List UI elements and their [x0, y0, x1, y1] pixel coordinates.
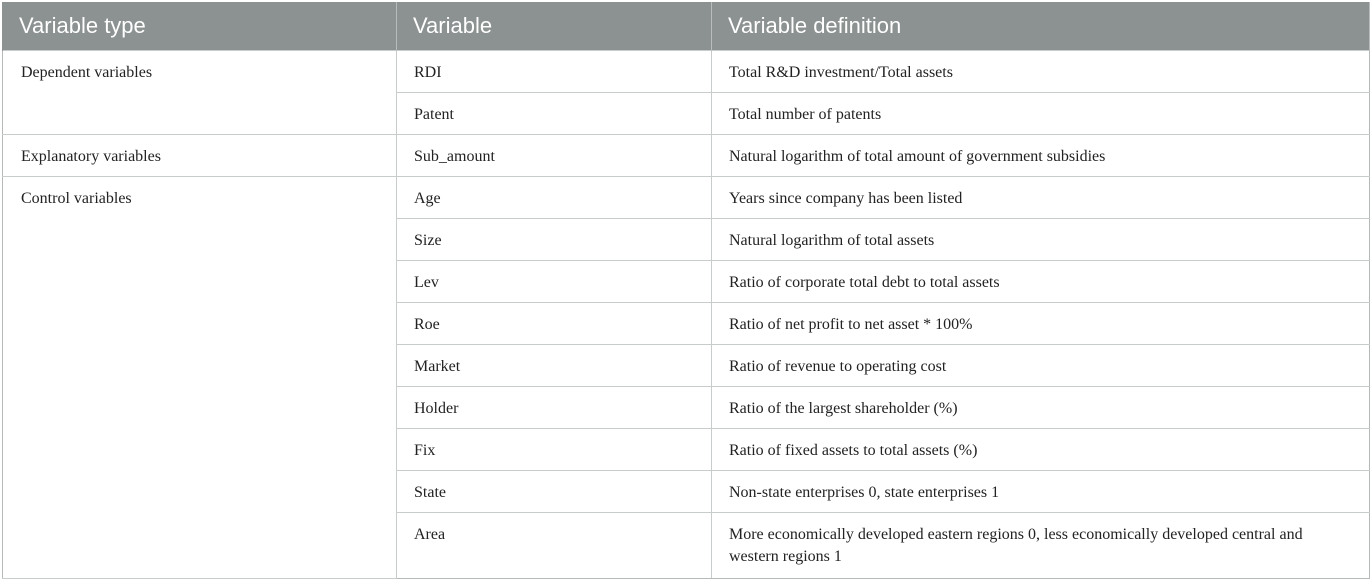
definition-cell: Total R&D investment/Total assets	[711, 49, 1370, 93]
table-row: Market Ratio of revenue to operating cos…	[3, 343, 1370, 387]
definition-cell: Natural logarithm of total assets	[711, 217, 1370, 261]
variable-cell: Fix	[396, 427, 712, 471]
table-row: Fix Ratio of fixed assets to total asset…	[3, 427, 1370, 471]
variable-cell: Patent	[396, 91, 712, 135]
table-row: Area More economically developed eastern…	[3, 511, 1370, 579]
variable-cell: Market	[396, 343, 712, 387]
variable-cell: Area	[396, 511, 712, 579]
table-header: Variable type Variable Variable definiti…	[2, 2, 1370, 50]
header-row: Variable type Variable Variable definiti…	[2, 2, 1370, 50]
table-row: Size Natural logarithm of total assets	[3, 217, 1370, 261]
variable-cell: Lev	[396, 259, 712, 303]
definition-cell: More economically developed eastern regi…	[711, 511, 1370, 579]
definition-cell: Natural logarithm of total amount of gov…	[711, 133, 1370, 177]
variable-type-cell: Explanatory variables	[2, 133, 397, 177]
table-row: Control variables Age Years since compan…	[2, 175, 1370, 579]
definition-cell: Ratio of the largest shareholder (%)	[711, 385, 1370, 429]
table-row: Lev Ratio of corporate total debt to tot…	[3, 259, 1370, 303]
variable-cell: Age	[396, 175, 712, 219]
definition-cell: Total number of patents	[711, 91, 1370, 135]
definition-cell: Years since company has been listed	[711, 175, 1370, 219]
variable-cell: Holder	[396, 385, 712, 429]
definition-cell: Ratio of net profit to net asset * 100%	[711, 301, 1370, 345]
header-variable-type: Variable type	[2, 2, 397, 50]
table-row: Holder Ratio of the largest shareholder …	[3, 385, 1370, 429]
table-row: State Non-state enterprises 0, state ent…	[3, 469, 1370, 513]
table-row: Dependent variables RDI Total R&D invest…	[2, 49, 1370, 135]
header-variable: Variable	[396, 2, 712, 50]
definition-cell: Non-state enterprises 0, state enterpris…	[711, 469, 1370, 513]
variable-cell: RDI	[396, 49, 712, 93]
variable-cell: State	[396, 469, 712, 513]
definition-cell: Ratio of fixed assets to total assets (%…	[711, 427, 1370, 471]
table-row: Explanatory variables Sub_amount Natural…	[2, 133, 1370, 177]
definition-cell: Ratio of corporate total debt to total a…	[711, 259, 1370, 303]
variable-cell: Roe	[396, 301, 712, 345]
table-row: Patent Total number of patents	[3, 91, 1370, 135]
definition-cell: Ratio of revenue to operating cost	[711, 343, 1370, 387]
variable-type-cell: Control variables	[2, 175, 397, 579]
variable-cell: Sub_amount	[396, 133, 712, 177]
header-variable-definition: Variable definition	[711, 2, 1370, 50]
variable-cell: Size	[396, 217, 712, 261]
variable-type-cell: Dependent variables	[2, 49, 397, 135]
table-row: Roe Ratio of net profit to net asset * 1…	[3, 301, 1370, 345]
table-body: Dependent variables RDI Total R&D invest…	[2, 49, 1370, 579]
